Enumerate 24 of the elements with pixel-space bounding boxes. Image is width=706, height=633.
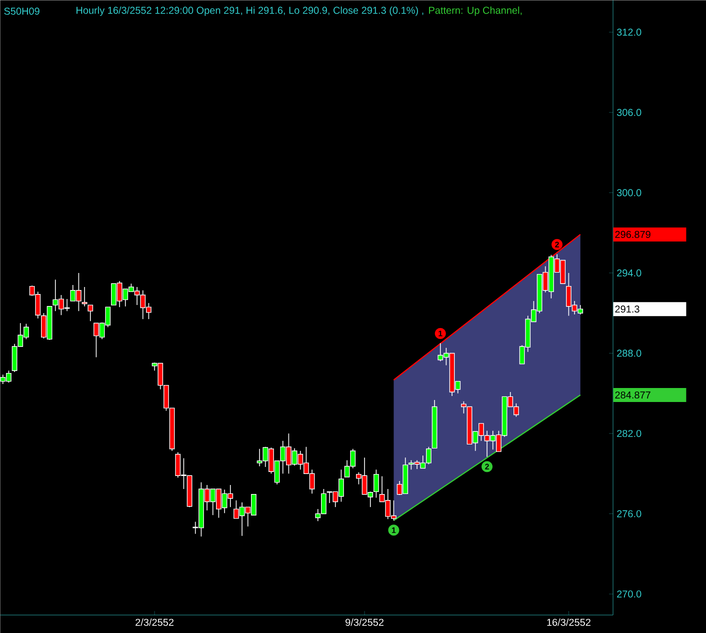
y-tick-label: 276.0 <box>617 510 642 518</box>
candlestick <box>374 469 379 498</box>
x-tick-label: 9/3/2552 <box>346 618 384 626</box>
y-tick-label: 300.0 <box>616 189 642 196</box>
text: 296.879 <box>615 230 650 238</box>
y-tick-label: 288.0 <box>617 350 642 357</box>
y-tick-label: 270.0 <box>617 590 642 598</box>
annotation: 2 <box>555 242 559 248</box>
candlestick <box>82 286 88 307</box>
text: Hourly 16/3/2552 12:29:00 Open 291, Hi 291.6, Lo 290.9, Close 291.3 (0.1%) , <box>76 6 424 16</box>
y-tick-label: 294.0 <box>617 269 642 276</box>
candlestick <box>88 304 94 322</box>
annotation: 2 <box>485 464 489 470</box>
text: 284.877 <box>615 391 650 399</box>
annotation: 1 <box>438 330 442 336</box>
y-tick-label: 312.0 <box>616 28 642 36</box>
text: 291.3 <box>615 306 640 313</box>
y-tick-label: 306.0 <box>616 108 642 116</box>
annotation: 1 <box>392 527 396 533</box>
annotation: Pattern: Up Channel, <box>429 6 522 16</box>
y-tick-label: 282.0 <box>617 430 642 438</box>
x-tick-label: 16/3/2552 <box>547 618 590 626</box>
x-tick-label: 2/3/2552 <box>136 618 174 626</box>
text: S50H09 <box>4 8 40 15</box>
